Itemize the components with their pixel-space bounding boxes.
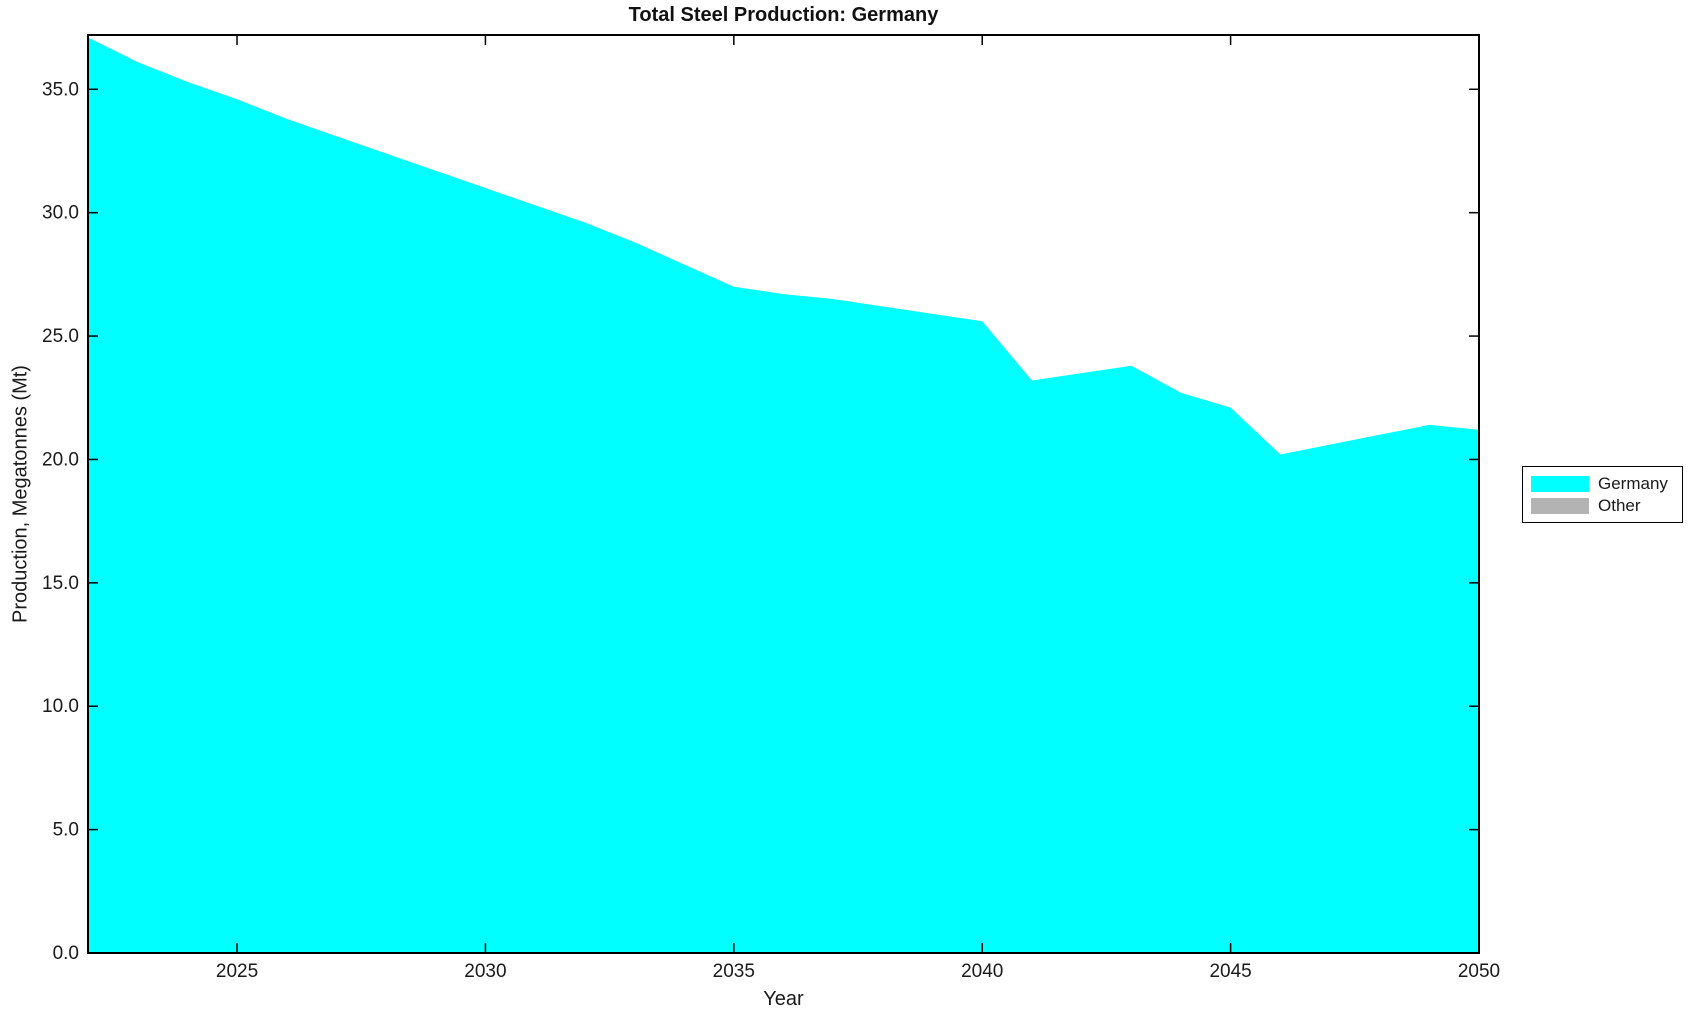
legend-item-other: Other	[1531, 497, 1674, 514]
y-tick-label: 15.0	[42, 573, 79, 594]
x-axis-label: Year	[763, 988, 804, 1010]
y-tick-label: 30.0	[42, 203, 79, 224]
y-tick-label: 5.0	[53, 820, 79, 841]
x-tick-label: 2025	[216, 961, 258, 982]
legend-label-other: Other	[1598, 496, 1641, 515]
legend-label-germany: Germany	[1598, 474, 1668, 493]
legend-swatch-other	[1531, 497, 1589, 514]
y-tick-label: 35.0	[42, 79, 79, 100]
y-tick-label: 10.0	[42, 696, 79, 717]
x-tick-label: 2050	[1458, 961, 1500, 982]
x-tick-label: 2045	[1209, 961, 1251, 982]
plot-border	[87, 34, 1480, 954]
legend-swatch-germany	[1531, 475, 1589, 492]
y-tick-label: 25.0	[42, 326, 79, 347]
chart-title: Total Steel Production: Germany	[628, 4, 939, 26]
x-tick-label: 2030	[464, 961, 506, 982]
x-tick-label: 2040	[961, 961, 1003, 982]
area-series-germany	[88, 37, 1479, 953]
y-tick-label: 20.0	[42, 449, 79, 470]
x-tick-label: 2035	[713, 961, 755, 982]
y-tick-label: 0.0	[53, 943, 79, 964]
legend: Germany Other	[1522, 466, 1683, 523]
legend-item-germany: Germany	[1531, 475, 1674, 492]
